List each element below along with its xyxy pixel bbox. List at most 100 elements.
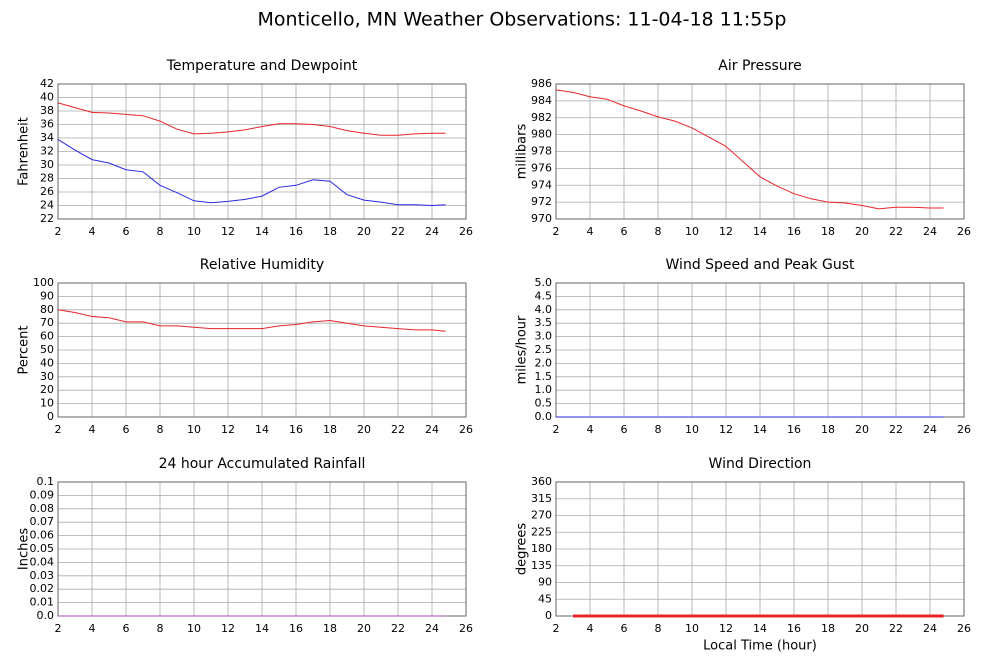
y-tick-label: 90 <box>40 289 54 302</box>
x-tick-label: 12 <box>719 622 733 635</box>
y-tick-label: 3.5 <box>535 316 553 329</box>
x-tick-label: 2 <box>553 622 560 635</box>
x-tick-label: 12 <box>221 225 235 238</box>
x-tick-label: 16 <box>787 225 801 238</box>
y-tick-label: 360 <box>531 475 552 488</box>
x-tick-label: 24 <box>923 423 937 436</box>
x-tick-label: 24 <box>425 622 439 635</box>
y-tick-label: 0.08 <box>30 502 55 515</box>
y-tick-label: 45 <box>538 592 552 605</box>
y-tick-label: 980 <box>531 128 552 141</box>
y-axis-label: Fahrenheit <box>17 117 32 186</box>
x-axis-label: Local Time (hour) <box>703 639 817 654</box>
x-tick-label: 4 <box>587 622 594 635</box>
y-tick-label: 80 <box>40 303 54 316</box>
y-tick-label: 180 <box>531 542 552 555</box>
x-tick-label: 10 <box>187 423 201 436</box>
x-tick-label: 2 <box>55 622 62 635</box>
y-tick-label: 978 <box>531 145 552 158</box>
x-tick-label: 18 <box>821 622 835 635</box>
x-tick-label: 4 <box>89 423 96 436</box>
chart-title: Temperature and Dewpoint <box>166 58 358 74</box>
y-tick-label: 50 <box>40 343 54 356</box>
x-tick-label: 10 <box>685 423 699 436</box>
x-tick-label: 8 <box>157 225 164 238</box>
x-tick-label: 26 <box>957 622 971 635</box>
y-tick-label: 984 <box>531 94 552 107</box>
x-tick-label: 18 <box>821 225 835 238</box>
plot-frame <box>57 282 467 418</box>
y-tick-label: 135 <box>531 559 552 572</box>
y-tick-label: 2.0 <box>535 356 553 369</box>
x-tick-label: 16 <box>289 622 303 635</box>
x-tick-label: 14 <box>753 423 767 436</box>
x-tick-label: 12 <box>719 423 733 436</box>
x-tick-label: 14 <box>255 225 269 238</box>
x-tick-label: 4 <box>89 622 96 635</box>
y-tick-label: 3.0 <box>535 330 553 343</box>
x-tick-label: 26 <box>957 225 971 238</box>
y-tick-label: 34 <box>40 131 54 144</box>
y-tick-label: 0.5 <box>535 397 553 410</box>
x-tick-label: 26 <box>459 423 473 436</box>
x-tick-label: 4 <box>587 225 594 238</box>
y-tick-label: 0.01 <box>30 596 55 609</box>
x-tick-label: 2 <box>553 423 560 436</box>
x-tick-label: 8 <box>157 622 164 635</box>
x-tick-label: 22 <box>889 225 903 238</box>
x-tick-label: 26 <box>459 622 473 635</box>
x-tick-label: 4 <box>587 423 594 436</box>
x-tick-label: 18 <box>323 423 337 436</box>
y-tick-label: 38 <box>40 104 54 117</box>
y-tick-label: 24 <box>40 199 54 212</box>
y-tick-label: 28 <box>40 172 54 185</box>
x-tick-label: 8 <box>655 225 662 238</box>
x-tick-label: 6 <box>123 423 130 436</box>
plot-frame <box>555 83 965 220</box>
y-tick-label: 225 <box>531 525 552 538</box>
x-tick-label: 24 <box>923 225 937 238</box>
y-tick-label: 70 <box>40 316 54 329</box>
y-tick-label: 970 <box>531 212 552 225</box>
y-tick-label: 315 <box>531 492 552 505</box>
y-tick-label: 0.07 <box>30 515 55 528</box>
x-tick-label: 22 <box>391 622 405 635</box>
x-tick-label: 14 <box>255 423 269 436</box>
x-tick-label: 18 <box>323 622 337 635</box>
y-tick-label: 10 <box>40 397 54 410</box>
data-line <box>57 309 446 332</box>
y-tick-label: 42 <box>40 77 54 90</box>
y-tick-label: 5.0 <box>535 276 553 289</box>
page-title: Monticello, MN Weather Observations: 11-… <box>257 9 786 31</box>
y-tick-label: 36 <box>40 118 54 131</box>
y-tick-label: 0.06 <box>30 529 55 542</box>
y-tick-label: 0.03 <box>30 569 55 582</box>
x-tick-label: 20 <box>855 225 869 238</box>
y-axis-label: millibars <box>515 124 530 180</box>
y-tick-label: 2.5 <box>535 343 553 356</box>
x-tick-label: 26 <box>957 423 971 436</box>
y-tick-label: 0.02 <box>30 582 55 595</box>
y-tick-label: 100 <box>33 276 54 289</box>
x-tick-label: 14 <box>255 622 269 635</box>
x-tick-label: 10 <box>187 225 201 238</box>
y-tick-label: 270 <box>531 509 552 522</box>
y-tick-label: 986 <box>531 77 552 90</box>
y-tick-label: 1.5 <box>535 370 553 383</box>
chart-title: Air Pressure <box>718 58 801 74</box>
x-tick-label: 26 <box>459 225 473 238</box>
x-tick-label: 2 <box>553 225 560 238</box>
x-tick-label: 22 <box>889 622 903 635</box>
chart-title: Wind Direction <box>709 456 812 472</box>
y-tick-label: 976 <box>531 161 552 174</box>
data-line <box>57 102 446 136</box>
x-tick-label: 8 <box>655 622 662 635</box>
y-tick-label: 0.04 <box>30 555 55 568</box>
y-tick-label: 0.09 <box>30 488 55 501</box>
plot-frame <box>57 83 467 220</box>
x-tick-label: 8 <box>157 423 164 436</box>
x-tick-label: 6 <box>123 622 130 635</box>
x-tick-label: 12 <box>221 622 235 635</box>
y-tick-label: 60 <box>40 330 54 343</box>
x-tick-label: 2 <box>55 225 62 238</box>
